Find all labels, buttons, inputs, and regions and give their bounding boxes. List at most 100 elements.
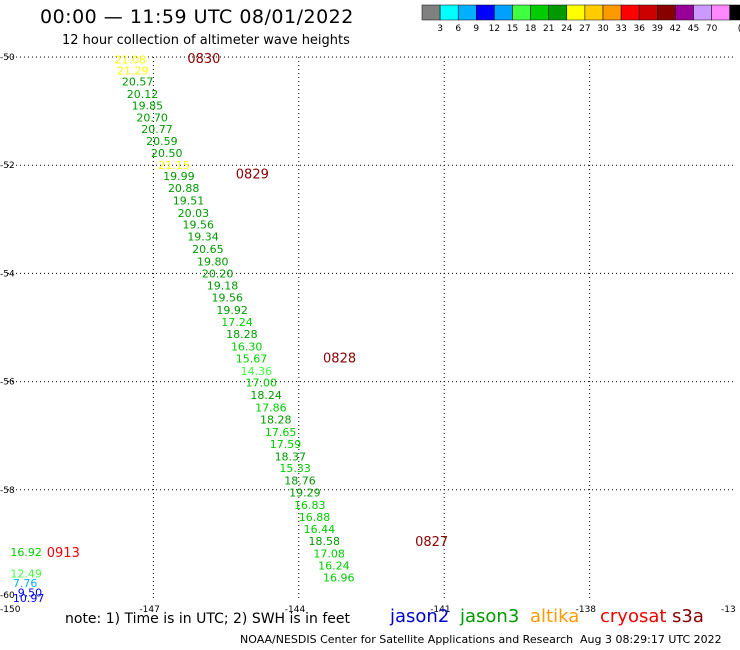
wave-height-point: 16.88 — [299, 511, 331, 524]
grid — [8, 56, 735, 598]
chart-subtitle: 12 hour collection of altimeter wave hei… — [62, 33, 350, 48]
colorbar-unit: (ft) — [738, 24, 740, 34]
footer-timestamp: Aug 3 08:29:17 UTC 2022 — [580, 633, 722, 646]
wave-height-point: 21.08 — [115, 54, 147, 67]
colorbar-label: 24 — [561, 24, 573, 34]
wave-height-point: 17.24 — [221, 316, 253, 329]
x-tick-label: -138 — [576, 605, 597, 615]
footer-note: note: 1) Time is in UTC; 2) SWH is in fe… — [65, 611, 351, 627]
colorbar-swatch — [638, 4, 658, 21]
wave-height-point: 17.08 — [313, 548, 345, 561]
time-label: 0830 — [187, 52, 220, 67]
colorbar-swatch — [512, 4, 531, 21]
colorbar-label: 33 — [615, 24, 626, 34]
wave-height-point: 17.00 — [245, 377, 277, 390]
colorbar-swatch — [584, 4, 604, 21]
colorbar-swatch — [530, 4, 549, 21]
wave-height-point: 19.80 — [197, 255, 229, 268]
colorbar-label: 27 — [579, 24, 590, 34]
wave-height-point: 19.99 — [163, 170, 195, 183]
colorbar-swatch — [693, 4, 712, 21]
x-tick-label: -141 — [430, 605, 450, 615]
data-marks: 21.0821.2920.5720.1219.8520.7020.7720.59… — [10, 52, 448, 605]
colorbar-swatch — [675, 4, 694, 21]
colorbar-swatch — [602, 4, 622, 21]
y-tick-label: -56 — [0, 378, 15, 388]
colorbar-swatch — [729, 4, 740, 21]
wave-height-point: 10.97 — [13, 592, 44, 605]
wave-height-point: 20.03 — [178, 207, 210, 220]
colorbar-label: 45 — [688, 24, 699, 34]
colorbar-label: 15 — [507, 24, 518, 34]
wave-height-point: 16.96 — [323, 571, 355, 584]
wave-height-point: 20.57 — [122, 75, 154, 88]
wave-height-point: 17.59 — [270, 438, 302, 451]
wave-height-point: 21.29 — [117, 65, 149, 78]
wave-height-point: 19.56 — [182, 219, 214, 232]
colorbar-swatch — [548, 4, 568, 21]
time-label: 0827 — [415, 535, 448, 550]
colorbar-swatch — [494, 4, 513, 21]
satellite-legend-s3a: s3a — [672, 606, 704, 627]
wave-height-point: 20.12 — [127, 88, 159, 101]
x-tick-label: -13 — [721, 605, 736, 615]
wave-height-point: 20.88 — [168, 182, 200, 195]
wave-height-point: 19.51 — [173, 194, 205, 207]
wave-height-point: 19.18 — [207, 279, 239, 292]
wave-height-point: 20.77 — [141, 123, 173, 136]
chart-title: 00:00 — 11:59 UTC 08/01/2022 — [40, 6, 354, 28]
footer-credit: NOAA/NESDIS Center for Satellite Applica… — [240, 633, 574, 646]
wave-height-point: 18.37 — [275, 450, 307, 463]
satellite-legend-jason2: jason2 — [390, 606, 450, 627]
colorbar-label: 36 — [633, 24, 645, 34]
wave-height-point: 15.33 — [279, 462, 311, 475]
colorbar-swatch — [457, 4, 477, 21]
axes: -150 -147 -144 -141 -138 -13 -50 -52 -54 -56 -58 -6… — [0, 53, 736, 615]
y-tick-label: -54 — [0, 269, 15, 279]
y-tick-label: -50 — [0, 53, 15, 63]
time-label: 0828 — [323, 351, 356, 366]
colorbar-label: 18 — [525, 24, 537, 34]
wave-height-point: 16.92 — [10, 546, 42, 559]
colorbar-swatch — [620, 4, 640, 21]
x-tick-label: -150 — [0, 605, 21, 615]
wave-height-point: 7.76 — [13, 577, 37, 590]
wave-height-point: 19.56 — [212, 292, 244, 305]
wave-height-point: 18.28 — [260, 413, 292, 426]
wave-height-point: 17.65 — [265, 426, 297, 439]
wave-height-point: 16.44 — [304, 523, 336, 536]
wave-height-point: 20.20 — [202, 267, 234, 280]
wave-height-point: 18.76 — [284, 475, 316, 488]
wave-height-point: 20.70 — [136, 112, 168, 125]
colorbar-swatch — [657, 4, 676, 21]
wave-height-point: 18.28 — [226, 328, 258, 341]
colorbar-swatch — [566, 4, 586, 21]
colorbar-label: 30 — [597, 24, 609, 34]
wave-height-point: 20.50 — [151, 147, 183, 160]
wave-height-point: 16.83 — [294, 499, 326, 512]
wave-height-point: 20.65 — [192, 243, 224, 256]
wave-height-point: 19.92 — [216, 304, 248, 317]
satellite-legend-jason3: jason3 — [460, 606, 520, 627]
colorbar-swatch — [476, 4, 495, 21]
colorbar-label: 21 — [543, 24, 554, 34]
wave-height-point: 12.49 — [10, 568, 42, 581]
wave-height-point: 20.59 — [146, 135, 178, 148]
colorbar-label: 3 — [437, 24, 443, 34]
time-label: 0913 — [47, 546, 80, 561]
time-label: 0829 — [236, 167, 269, 182]
colorbar-label: 42 — [670, 24, 681, 34]
y-tick-label: -58 — [0, 486, 15, 496]
colorbar-label: 39 — [652, 24, 664, 34]
wave-height-point: 14.36 — [241, 365, 273, 378]
wave-height-point: 18.58 — [308, 535, 340, 548]
satellite-legend-cryosat: cryosat — [600, 606, 667, 627]
colorbar-swatch — [711, 4, 730, 21]
x-tick-label: -144 — [285, 605, 306, 615]
wave-height-point: 21.15 — [158, 159, 190, 172]
colorbar-label: 9 — [473, 24, 479, 34]
wave-height-point: 16.24 — [318, 560, 350, 573]
wave-height-point: 19.29 — [289, 487, 321, 500]
